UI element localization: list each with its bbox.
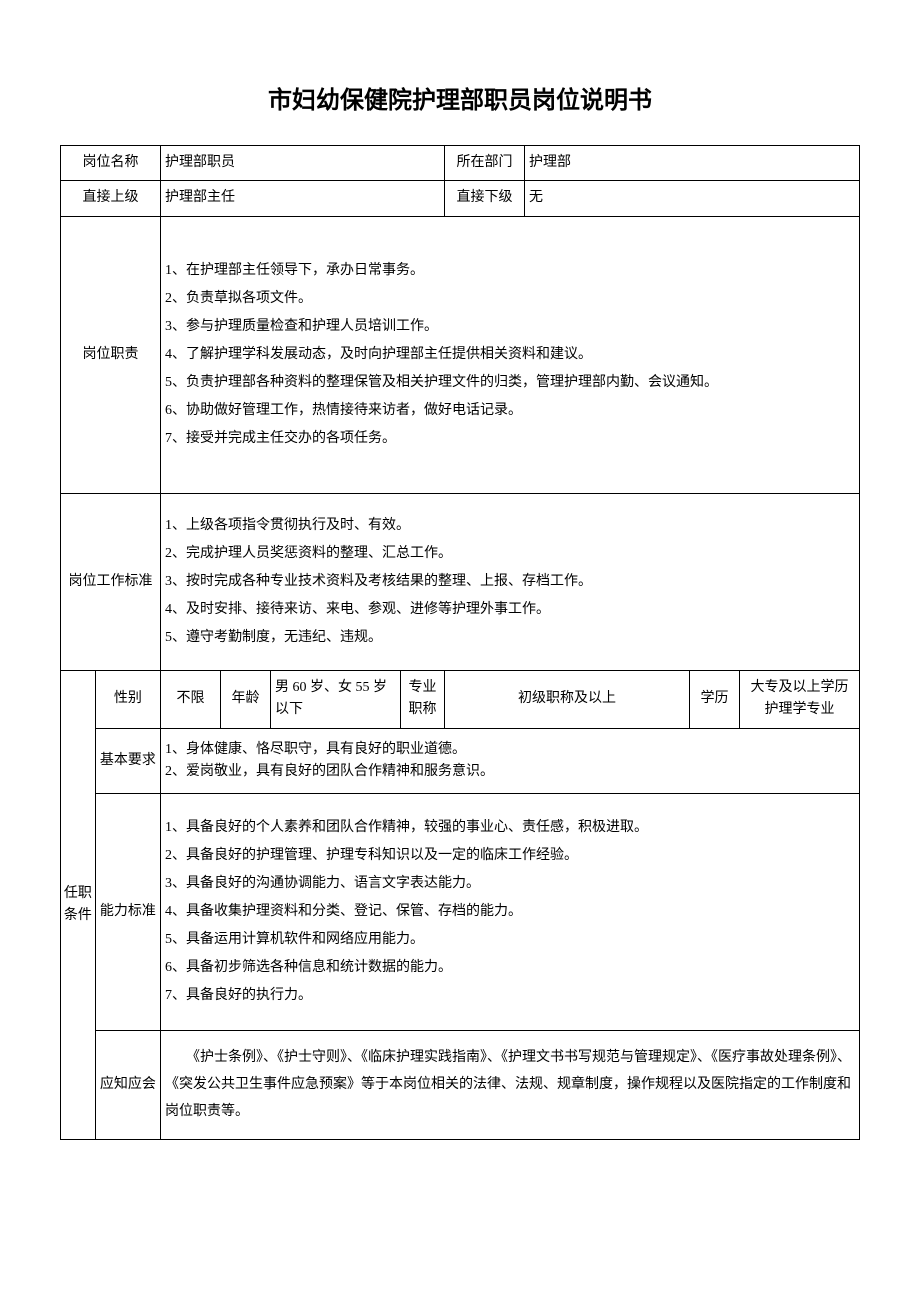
knowledge-label: 应知应会	[95, 1031, 160, 1140]
superior-label: 直接上级	[61, 181, 161, 216]
education-value: 大专及以上学历护理学专业	[740, 670, 860, 728]
qualifications-section-label: 任职条件	[61, 670, 96, 1139]
basic-req-label: 基本要求	[95, 728, 160, 794]
duties-content: 1、在护理部主任领导下，承办日常事务。 2、负责草拟各项文件。 3、参与护理质量…	[161, 216, 860, 493]
qualifications-row-3: 能力标准 1、具备良好的个人素养和团队合作精神，较强的事业心、责任感，积极进取。…	[61, 794, 860, 1031]
duties-label: 岗位职责	[61, 216, 161, 493]
ability-label: 能力标准	[95, 794, 160, 1031]
education-label: 学历	[690, 670, 740, 728]
superior-value: 护理部主任	[161, 181, 445, 216]
standards-content: 1、上级各项指令贯彻执行及时、有效。 2、完成护理人员奖惩资料的整理、汇总工作。…	[161, 493, 860, 670]
gender-label: 性别	[95, 670, 160, 728]
department-value: 护理部	[525, 146, 860, 181]
document-title: 市妇幼保健院护理部职员岗位说明书	[60, 80, 860, 115]
qualifications-row-4: 应知应会 《护士条例》、《护士守则》、《临床护理实践指南》、《护理文书书写规范与…	[61, 1031, 860, 1140]
age-label: 年龄	[221, 670, 271, 728]
duties-row: 岗位职责 1、在护理部主任领导下，承办日常事务。 2、负责草拟各项文件。 3、参…	[61, 216, 860, 493]
position-name-label: 岗位名称	[61, 146, 161, 181]
position-name-value: 护理部职员	[161, 146, 445, 181]
gender-value: 不限	[161, 670, 221, 728]
job-description-table: 岗位名称 护理部职员 所在部门 护理部 直接上级 护理部主任 直接下级 无 岗位…	[60, 145, 860, 1140]
qualifications-row-1: 任职条件 性别 不限 年龄 男 60 岁、女 55 岁以下 专业职称 初级职称及…	[61, 670, 860, 728]
header-row-1: 岗位名称 护理部职员 所在部门 护理部	[61, 146, 860, 181]
basic-req-value: 1、身体健康、恪尽职守，具有良好的职业道德。 2、爱岗敬业，具有良好的团队合作精…	[161, 728, 860, 794]
subordinate-value: 无	[525, 181, 860, 216]
ability-value: 1、具备良好的个人素养和团队合作精神，较强的事业心、责任感，积极进取。 2、具备…	[161, 794, 860, 1031]
subordinate-label: 直接下级	[445, 181, 525, 216]
title-label: 专业职称	[401, 670, 445, 728]
standards-label: 岗位工作标准	[61, 493, 161, 670]
knowledge-value: 《护士条例》、《护士守则》、《临床护理实践指南》、《护理文书书写规范与管理规定》…	[161, 1031, 860, 1140]
qualifications-row-2: 基本要求 1、身体健康、恪尽职守，具有良好的职业道德。 2、爱岗敬业，具有良好的…	[61, 728, 860, 794]
header-row-2: 直接上级 护理部主任 直接下级 无	[61, 181, 860, 216]
age-value: 男 60 岁、女 55 岁以下	[271, 670, 401, 728]
standards-row: 岗位工作标准 1、上级各项指令贯彻执行及时、有效。 2、完成护理人员奖惩资料的整…	[61, 493, 860, 670]
title-value: 初级职称及以上	[445, 670, 690, 728]
department-label: 所在部门	[445, 146, 525, 181]
